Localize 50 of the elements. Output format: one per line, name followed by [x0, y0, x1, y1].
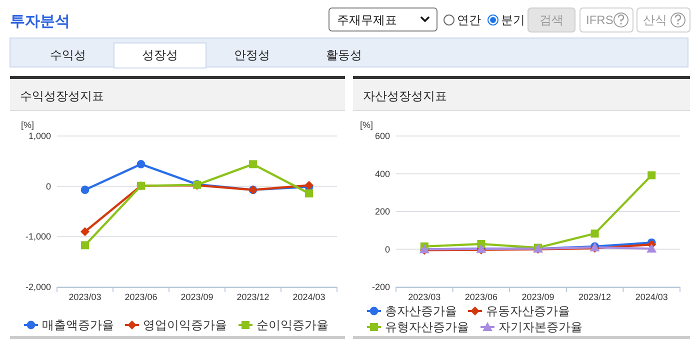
y-tick-label: -2,000: [25, 282, 51, 292]
text: 안정성: [234, 48, 270, 62]
y-tick-label: 600: [374, 131, 390, 141]
point: [646, 244, 657, 253]
text: 주재무제표: [337, 13, 397, 27]
legend-label: 총자산증가율: [385, 304, 457, 318]
text: 활동성: [326, 48, 362, 62]
point: [80, 227, 90, 236]
y-tick-label: 400: [374, 168, 390, 179]
text: 검색: [540, 13, 564, 27]
x-tick-label: 2023/12: [578, 292, 612, 302]
x-tick-label: 2023/03: [68, 292, 102, 302]
legend-label: 유형자산증가율: [385, 320, 469, 334]
text: 분기: [501, 13, 525, 27]
x-tick-label: 2023/06: [124, 292, 158, 302]
chart-title: 자산성장성지표: [363, 89, 447, 103]
x-tick-label: 2023/06: [464, 292, 498, 302]
legend-label: 매출액증가율: [42, 318, 114, 332]
point: [648, 171, 656, 180]
point: [305, 189, 313, 198]
text: 수익성: [50, 48, 86, 62]
y-axis-title: [%]: [21, 120, 34, 130]
x-tick-label: 2023/09: [522, 292, 554, 302]
text: 투자분석: [10, 13, 70, 30]
chart-title: 수익성장성지표: [20, 89, 104, 103]
y-tick-label: 0: [46, 181, 51, 192]
legend-label: 유동자산증가율: [486, 304, 570, 318]
point: [81, 241, 89, 250]
y-tick-label: 200: [374, 206, 390, 216]
x-tick-label: 2023/09: [180, 292, 214, 302]
point: [136, 160, 146, 168]
y-tick-label: 0: [384, 244, 390, 254]
x-tick-label: 2023/03: [408, 292, 441, 302]
y-axis-title: [%]: [360, 120, 374, 130]
x-tick-label: 2024/03: [292, 292, 326, 302]
y-tick-label: -1,000: [25, 232, 51, 242]
x-tick-label: 2023/12: [236, 292, 270, 302]
point: [590, 230, 599, 238]
text: 성장성: [142, 48, 178, 62]
legend-label: 영업이익증가율: [143, 318, 227, 332]
y-tick-label: -200: [372, 282, 390, 292]
legend-label: 자기자본증가율: [498, 320, 582, 334]
x-tick-label: 2024/03: [635, 292, 668, 302]
text: IFRS: [586, 13, 614, 27]
point: [80, 186, 90, 194]
y-tick-label: 1,000: [28, 131, 51, 141]
text: 연간: [457, 13, 481, 27]
legend-label: 순이익증가율: [256, 318, 328, 332]
point: [249, 160, 257, 168]
text: 산식: [643, 13, 667, 27]
